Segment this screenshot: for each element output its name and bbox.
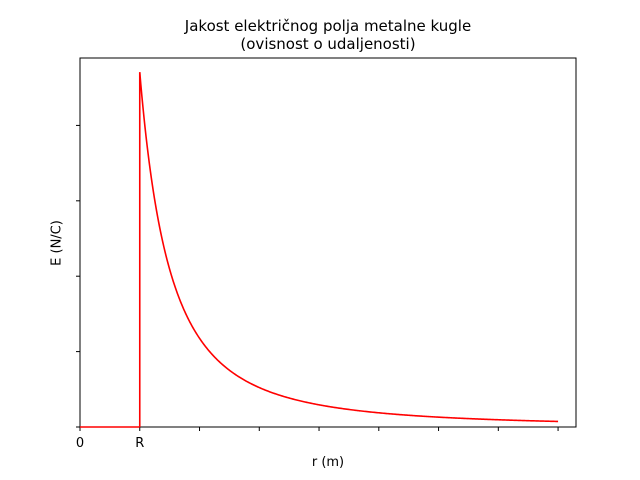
chart-title-line-1: Jakost električnog polja metalne kugle bbox=[184, 17, 472, 35]
chart-title-line-2: (ovisnost o udaljenosti) bbox=[240, 35, 416, 53]
series-group bbox=[80, 72, 559, 428]
series-line-inverse_square bbox=[138, 72, 559, 423]
y-axis-label: E (N/C) bbox=[49, 220, 65, 266]
x-axis-label: r (m) bbox=[311, 455, 345, 470]
x-tick-label: R bbox=[135, 436, 144, 451]
x-tick-label: 0 bbox=[76, 436, 84, 451]
y-ticks bbox=[76, 124, 80, 428]
plot-area bbox=[79, 57, 577, 428]
